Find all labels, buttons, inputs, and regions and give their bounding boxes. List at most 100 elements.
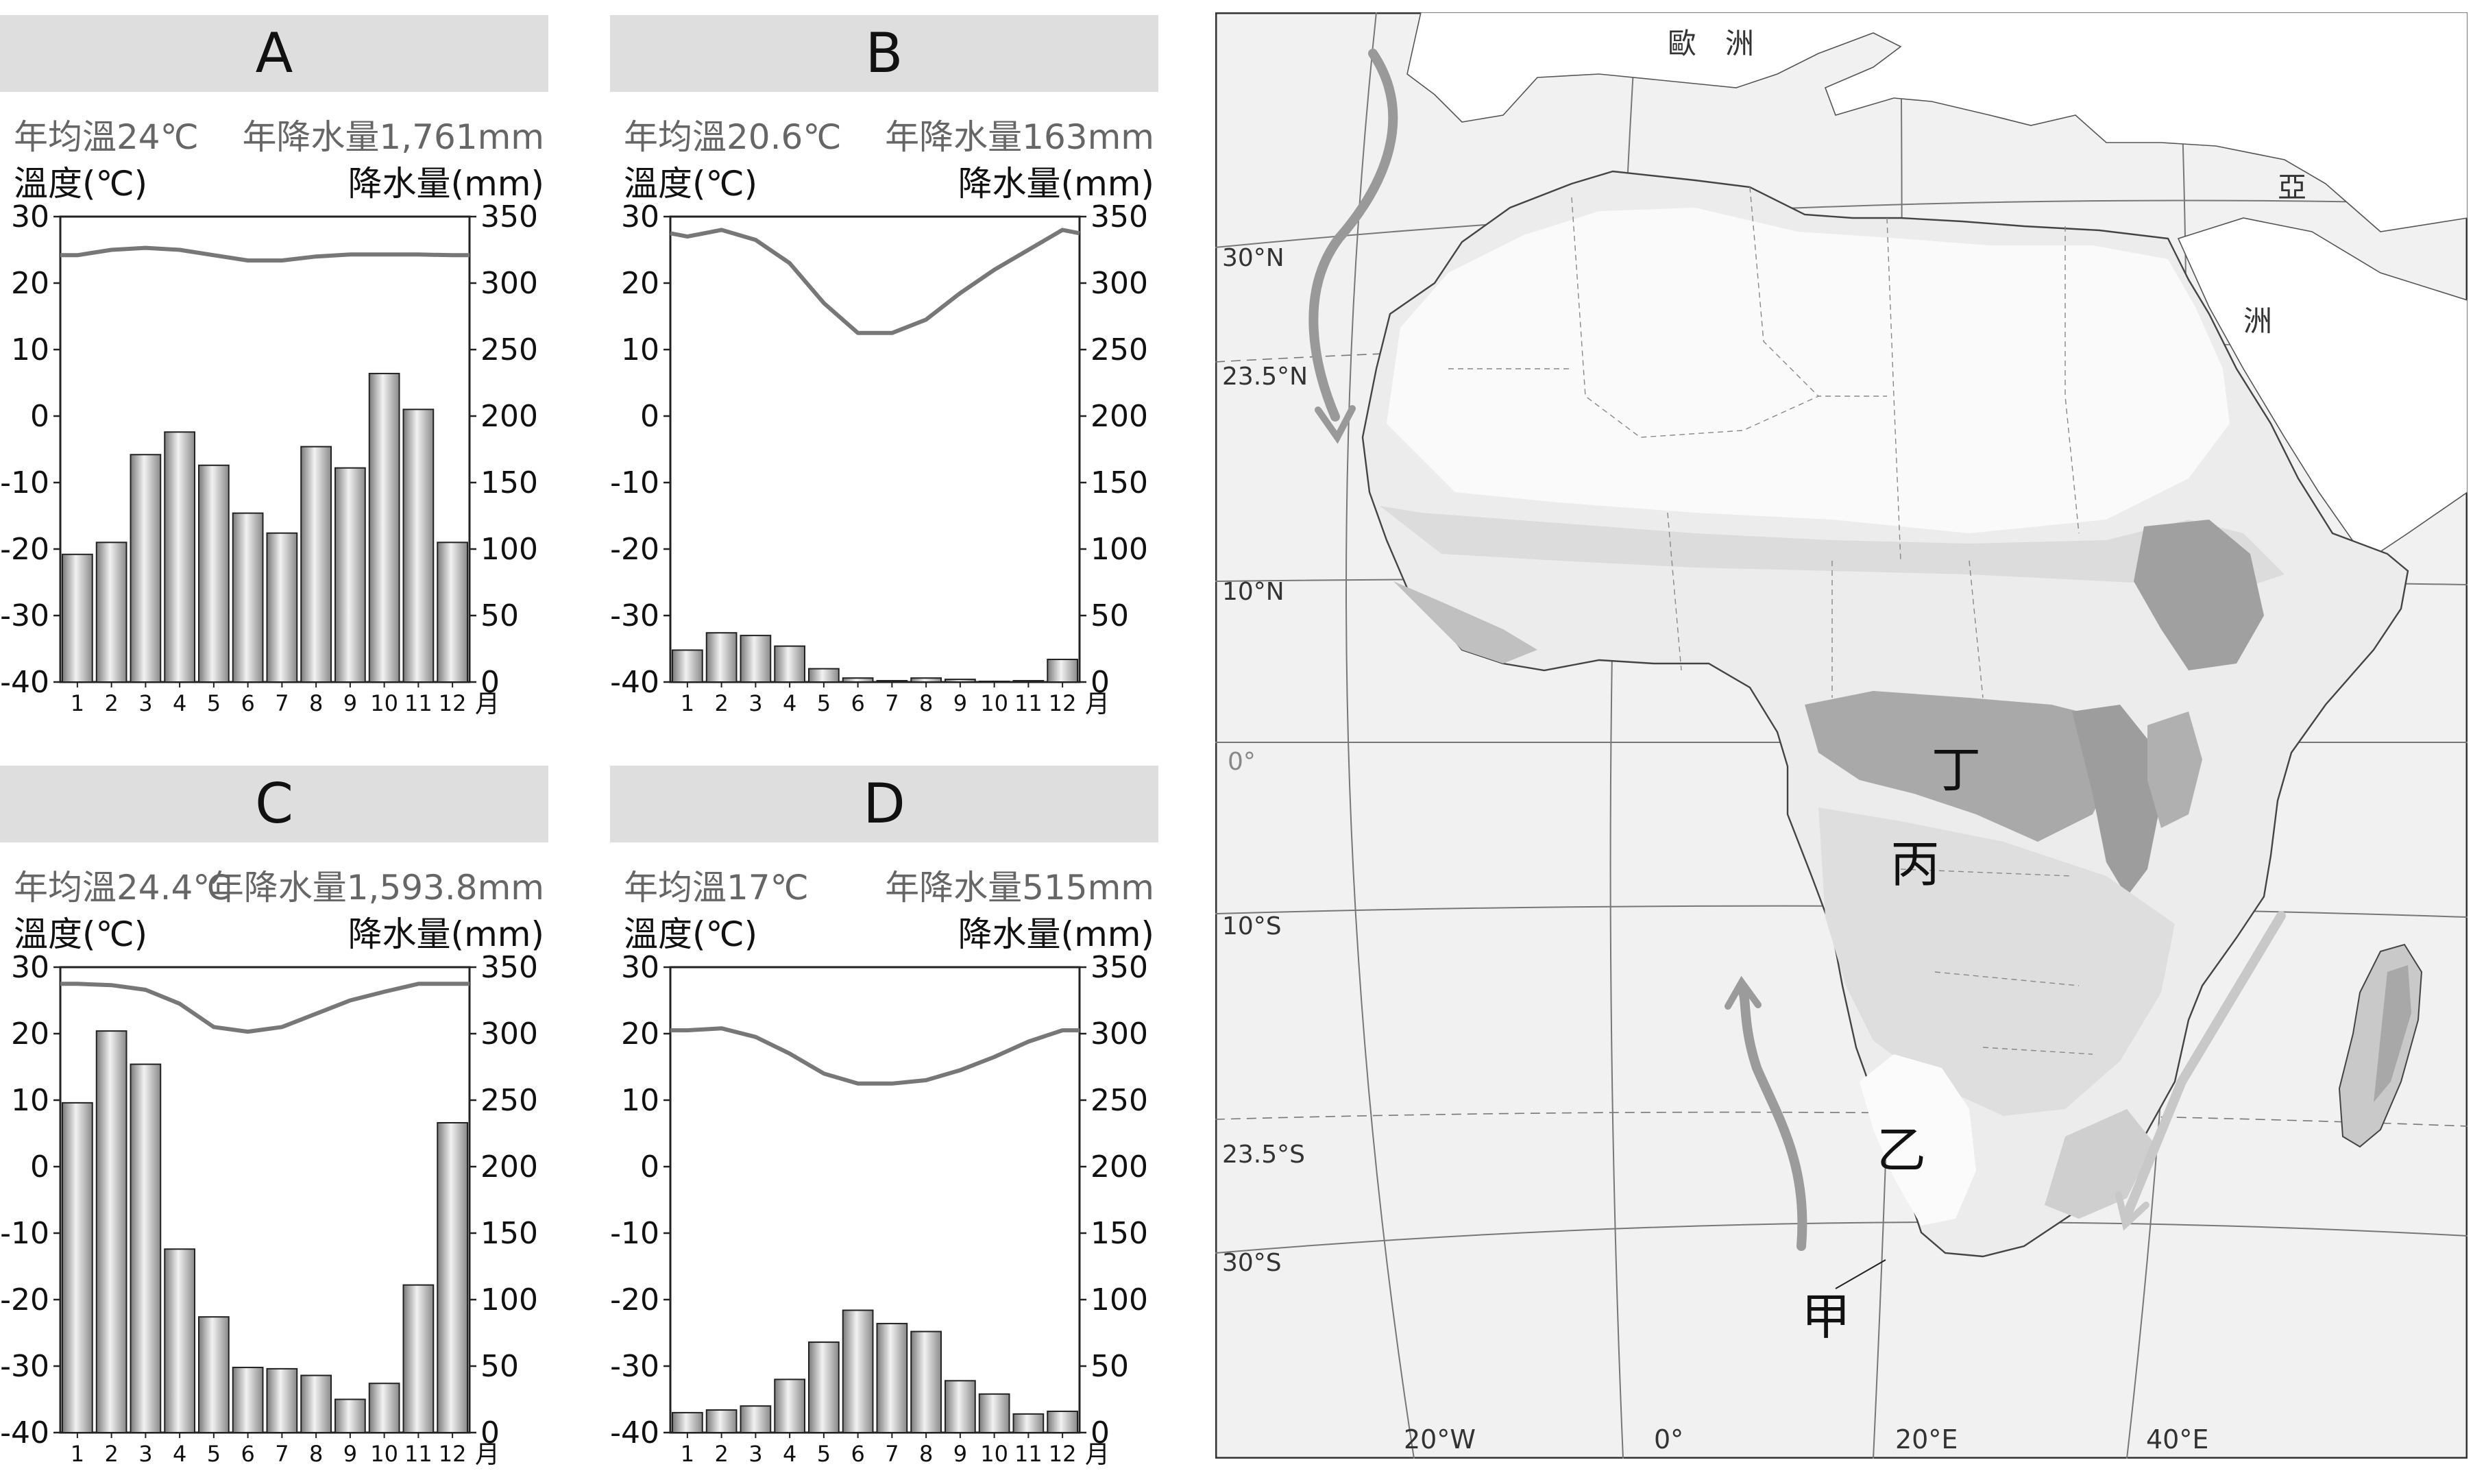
chart-letter: B	[610, 15, 1158, 92]
precip-tick-label: 0	[1091, 665, 1110, 700]
precip-tick-label: 50	[480, 598, 519, 633]
month-label: 1	[71, 690, 84, 716]
month-label: 9	[953, 690, 967, 716]
precip-bar	[232, 512, 264, 683]
precip-bar	[876, 1322, 908, 1433]
month-label: 2	[714, 690, 728, 716]
precip-bar	[334, 1398, 366, 1433]
precip-tick-label: 350	[1091, 950, 1148, 985]
precip-bar	[672, 1411, 703, 1434]
lat-23n-label: 23.5°N	[1222, 363, 1308, 391]
month-label: 5	[817, 690, 831, 716]
precip-tick-label: 150	[1091, 465, 1148, 500]
temp-tick-label: -30	[610, 1349, 659, 1384]
month-label: 4	[173, 690, 186, 716]
precip-tick-label: 200	[1091, 399, 1148, 434]
month-label: 7	[885, 690, 899, 716]
temp-axis-label: 溫度(℃)	[14, 914, 148, 954]
precip-bar	[368, 1383, 400, 1433]
month-label: 8	[309, 690, 323, 716]
canary-arrowhead	[1315, 405, 1356, 444]
lat-30n-label: 30°N	[1222, 244, 1284, 272]
chart-letter: C	[0, 766, 548, 842]
africa-map: 歐 洲 亞 洲 30°N 23.5°N 10°N 0° 10°S 23.5°S …	[1215, 12, 2468, 1459]
precip-tick-label: 50	[480, 1349, 519, 1384]
precip-tick-label: 0	[480, 1415, 500, 1450]
climograph: 3020100-10-20-30-40350300250200150100500…	[0, 199, 538, 718]
agulhas-arrowhead	[2115, 1191, 2149, 1231]
month-label: 5	[207, 690, 221, 716]
precip-bar	[437, 1121, 468, 1433]
precip-tick-label: 100	[1091, 532, 1148, 567]
precip-tick-label: 200	[480, 399, 538, 434]
month-label: 2	[714, 1441, 728, 1467]
chart-panel-b: B 年均溫20.6℃ 年降水量163mm 溫度(℃) 降水量(mm) 30 20 1…	[610, 0, 1158, 733]
precip-bar	[402, 409, 435, 683]
precip-bar	[1047, 659, 1078, 683]
temperature-line	[670, 228, 1080, 335]
southeast-coast	[2045, 1109, 2154, 1219]
month-label: 10	[980, 690, 1008, 716]
month-label: 12	[439, 1441, 467, 1467]
lat-10s-label: 10°S	[1222, 912, 1282, 940]
eurasia-land	[1406, 12, 2468, 562]
precip-bar	[740, 635, 772, 683]
precip-bar	[705, 632, 738, 683]
annual-mean-temp: 年均溫20.6℃	[624, 117, 842, 157]
lon-labels: 20°W 0° 20°E 40°E	[1404, 1424, 2208, 1455]
kalahari-namib	[1860, 1054, 1976, 1226]
west-coast-wet	[1393, 581, 1537, 664]
month-label: 6	[241, 690, 254, 716]
precip-bar	[978, 1393, 1010, 1433]
lon-20w-line	[1345, 12, 1415, 1459]
month-label: 3	[138, 690, 152, 716]
precip-bar	[62, 553, 93, 683]
ethiopian-highlands	[2134, 520, 2264, 670]
month-label: 1	[71, 1441, 84, 1467]
month-label: 4	[173, 1441, 186, 1467]
lon-40e-label: 40°E	[2146, 1424, 2208, 1455]
month-unit: 月	[1085, 690, 1110, 718]
great-lakes-wet	[2072, 705, 2161, 897]
chart-letter: A	[0, 15, 548, 92]
temp-tick-label: 20	[621, 1017, 659, 1051]
precip-bar	[842, 677, 874, 683]
precip-axis-label: 降水量(mm)	[958, 914, 1154, 954]
plot: 3020100-10-20-30-40350300250200150100500…	[0, 950, 538, 1469]
temp-axis-label: 溫度(℃)	[624, 914, 758, 954]
precip-tick-label: 350	[480, 199, 538, 234]
month-label: 10	[370, 1441, 398, 1467]
lat-30n-line	[1215, 199, 2468, 248]
precip-tick-label: 100	[480, 1282, 538, 1317]
precip-bar	[198, 464, 230, 683]
precip-bar	[130, 454, 162, 683]
precip-bar	[334, 467, 366, 683]
precip-bar	[95, 1030, 127, 1433]
map-labels: 歐 洲 亞 洲	[1668, 27, 2306, 338]
month-label: 1	[681, 1441, 694, 1467]
month-label: 7	[275, 1441, 289, 1467]
temp-axis-label: 溫度(℃)	[624, 164, 758, 204]
precip-bar	[740, 1405, 772, 1434]
climograph: 3020100-10-20-30-40350300250200150100500…	[610, 199, 1148, 718]
precip-bar	[62, 1102, 93, 1433]
temp-tick-label: 30	[621, 199, 659, 234]
precip-tick-label: 350	[1091, 199, 1148, 234]
temp-tick-label: 30	[11, 950, 49, 985]
plot: 3020100-10-20-30-40350300250200150100500…	[610, 199, 1148, 718]
precip-bar	[130, 1063, 162, 1433]
precip-tick-label: 200	[480, 1150, 538, 1184]
plot: 3020100-10-20-30-40350300250200150100500…	[610, 950, 1148, 1469]
annual-mean-temp: 年均溫24.4℃	[14, 868, 232, 908]
sahel-belt	[1380, 506, 2285, 588]
precip-bar	[266, 1367, 298, 1434]
month-label: 8	[919, 1441, 933, 1467]
precip-tick-label: 150	[480, 465, 538, 500]
europe-label: 歐 洲	[1668, 27, 1754, 60]
precip-bar	[198, 1316, 230, 1433]
month-label: 11	[404, 1441, 433, 1467]
month-unit: 月	[1085, 1441, 1110, 1469]
chart-panel-d: D 年均溫17℃ 年降水量515mm 溫度(℃) 降水量(mm) 30 20 10 0…	[610, 751, 1158, 1484]
month-unit: 月	[475, 1441, 500, 1469]
place-jia: 甲	[1801, 1288, 1851, 1346]
